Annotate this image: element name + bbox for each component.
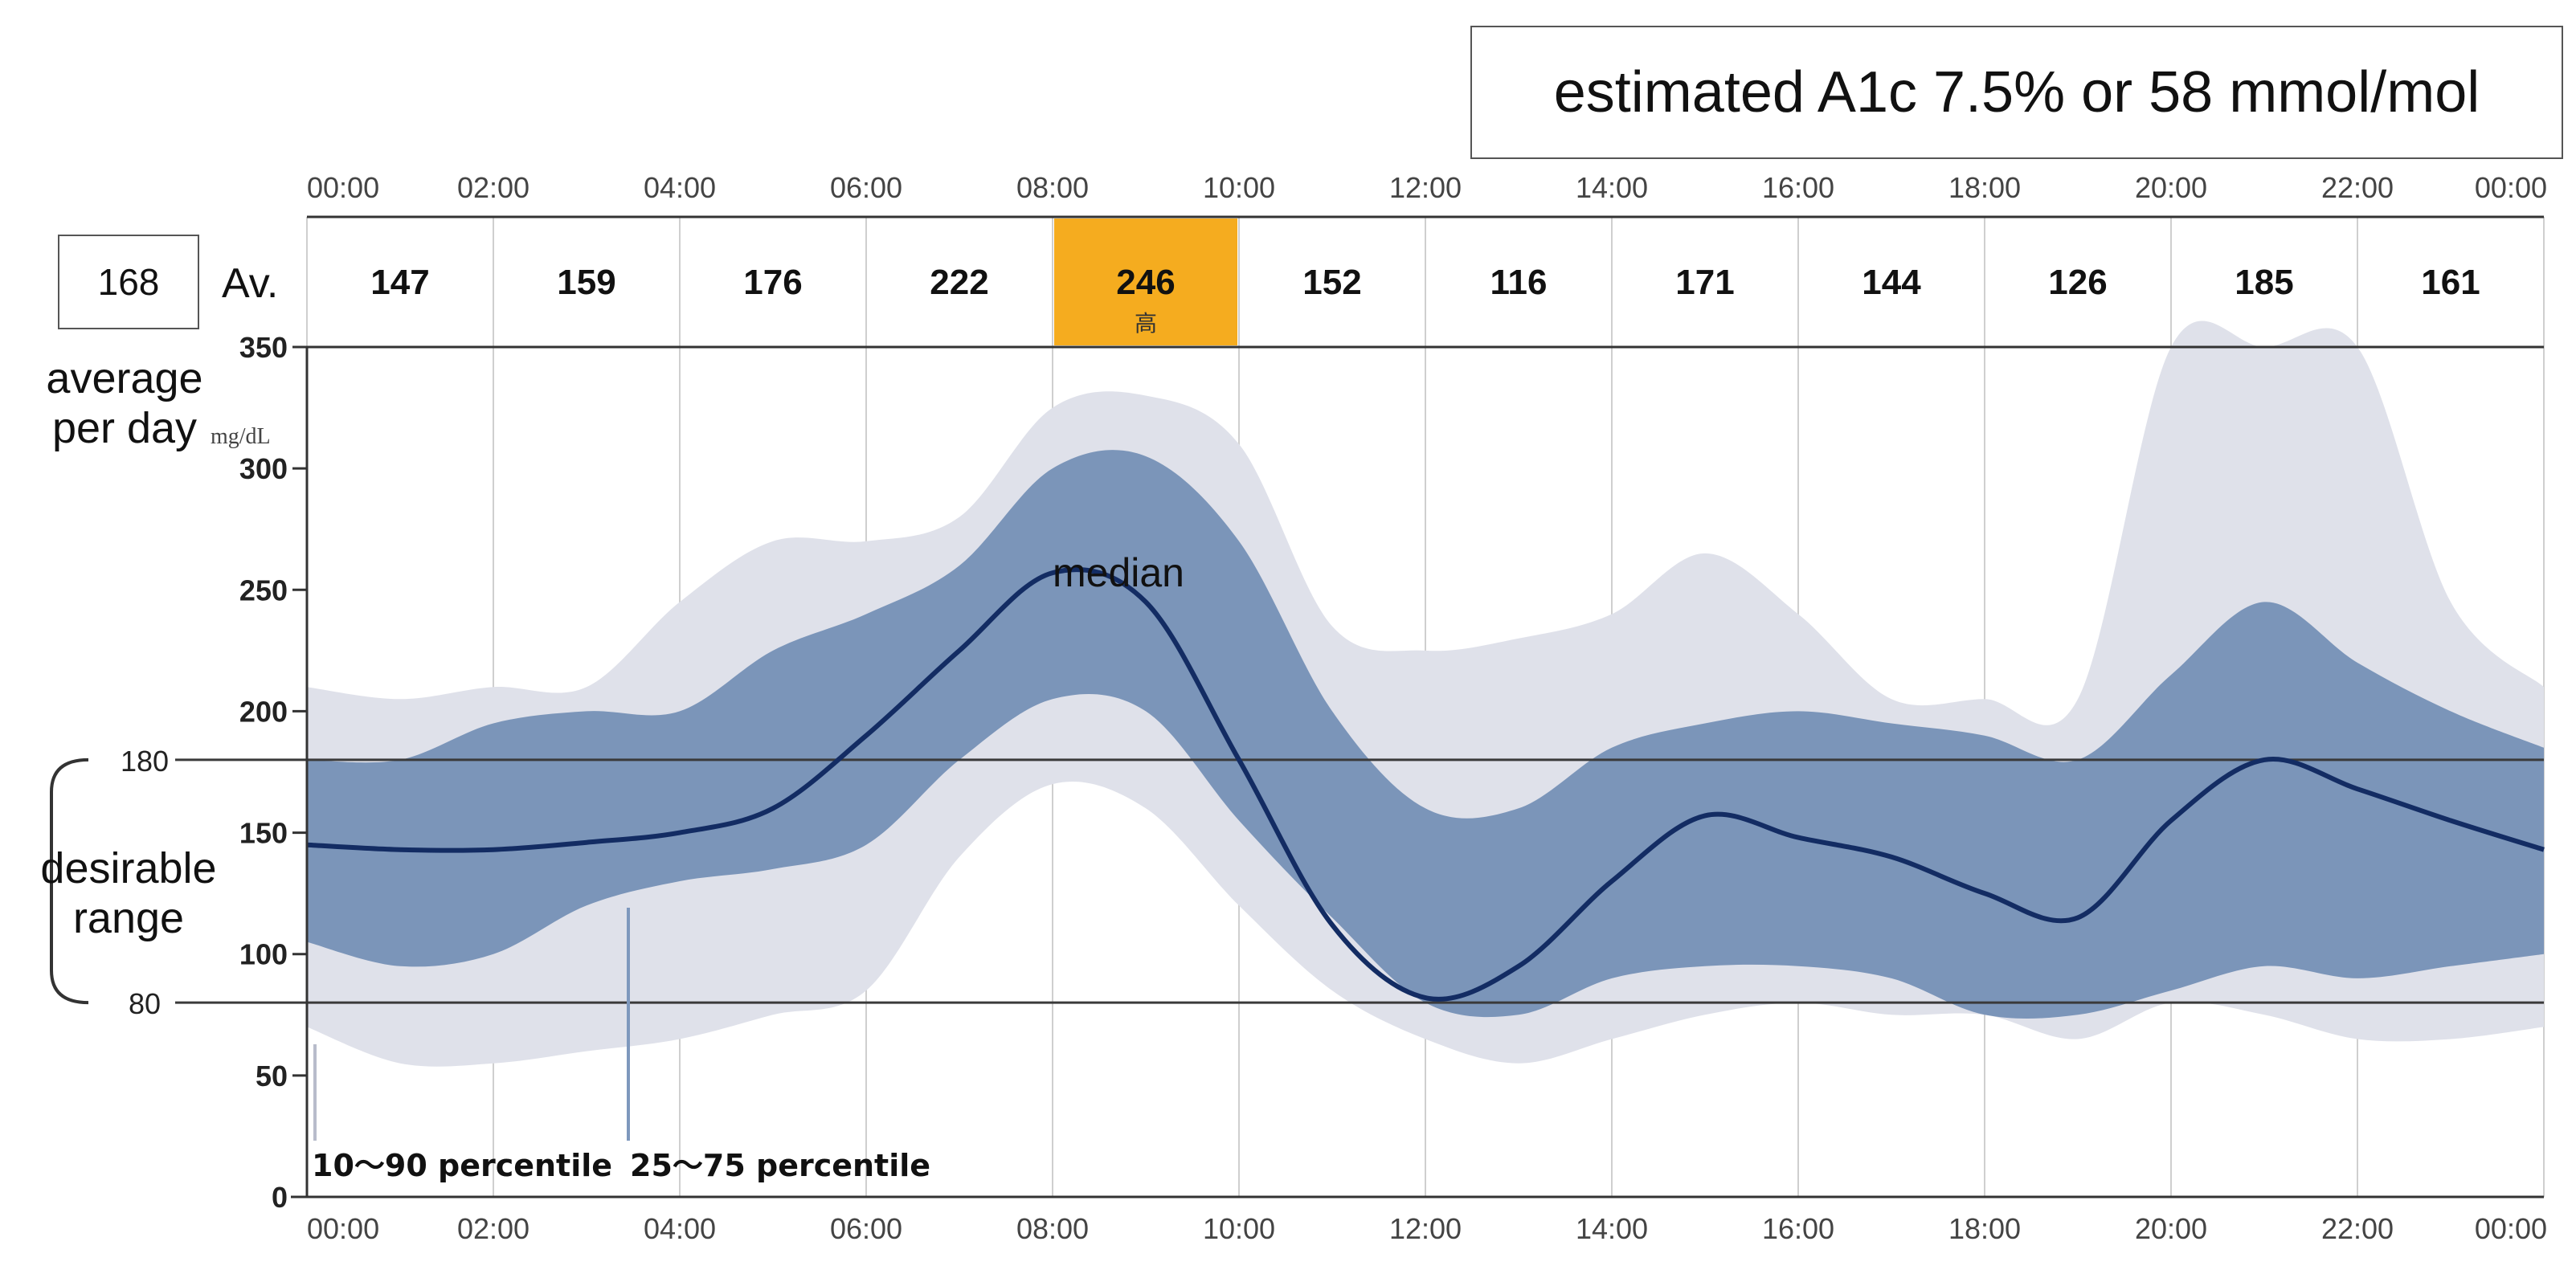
interval-average-value: 116: [1490, 263, 1548, 302]
x-tick-label-top: 18:00: [1948, 171, 2021, 204]
y-tick-label: 150: [239, 817, 288, 850]
median-series: [306, 567, 2545, 1002]
x-tick-label-bottom: 14:00: [1576, 1212, 1648, 1245]
y-tick-label: 200: [239, 695, 288, 728]
x-tick-label-top: 00:00: [307, 171, 379, 204]
target-high-label: 180: [121, 745, 169, 778]
y-tick-label: 100: [239, 938, 288, 971]
x-tick-label-top: 08:00: [1016, 171, 1089, 204]
interval-highlight: [1054, 218, 1237, 345]
interval-average-value: 147: [370, 263, 429, 302]
interval-average-value: 159: [557, 263, 615, 302]
estimated-a1c-text: estimated A1c 7.5% or 58 mmol/mol: [1553, 60, 2480, 125]
percentile-bands: [307, 321, 2544, 1067]
y-tick-label: 50: [256, 1060, 288, 1092]
x-tick-label-top: 14:00: [1576, 171, 1648, 204]
interval-average-value: 152: [1302, 263, 1361, 302]
x-tick-label-top: 12:00: [1389, 171, 1462, 204]
interval-average-value: 222: [930, 263, 988, 302]
target-low-label: 80: [129, 987, 161, 1020]
average-per-day-label: average per day: [46, 354, 203, 452]
interval-average-value: 246: [1116, 263, 1175, 302]
x-tick-label-bottom: 02:00: [457, 1212, 530, 1245]
interval-average-row: 147 159 176 222 246 高 152 116 171 144 126 185 161 Av.: [222, 215, 2544, 349]
av-label: Av.: [222, 260, 278, 307]
estimated-a1c-box: estimated A1c 7.5% or 58 mmol/mol: [1470, 26, 2563, 159]
x-tick-label-top: 00:00: [2475, 171, 2547, 204]
band-25-75-percentile: [307, 450, 2544, 1019]
x-tick-label-top: 06:00: [830, 171, 902, 204]
x-tick-label-bottom: 12:00: [1389, 1212, 1462, 1245]
interval-average-value: 126: [2048, 263, 2107, 302]
y-unit-label: mg/dL: [211, 424, 271, 449]
interval-high-note: 高: [1135, 310, 1157, 337]
y-tick-label: 350: [239, 331, 288, 364]
x-tick-label-top: 10:00: [1203, 171, 1275, 204]
x-tick-label-bottom: 06:00: [830, 1212, 902, 1245]
desirable-range-bracket: [50, 758, 89, 1005]
x-tick-label-bottom: 20:00: [2135, 1212, 2207, 1245]
x-tick-label-bottom: 00:00: [307, 1212, 379, 1245]
median-line: [306, 567, 2545, 1002]
median-label: median: [1053, 550, 1184, 595]
p25-75-label: 25〜75 percentile: [630, 1148, 930, 1183]
y-tick-label: 0: [272, 1181, 288, 1214]
annotations: median 10〜90 percentile 25〜75 percentile: [312, 550, 1184, 1183]
interval-average-value: 161: [2421, 263, 2480, 302]
x-tick-label-top: 04:00: [644, 171, 716, 204]
p10-90-label: 10〜90 percentile: [312, 1148, 612, 1183]
x-tick-label-bottom: 18:00: [1948, 1212, 2021, 1245]
desirable-range-label: desirable range: [40, 844, 217, 942]
interval-average-value: 171: [1675, 263, 1734, 302]
x-tick-label-bottom: 00:00: [2475, 1212, 2547, 1245]
x-tick-label-bottom: 22:00: [2321, 1212, 2394, 1245]
daily-average-box: 168: [58, 235, 199, 329]
daily-average-value: 168: [97, 261, 160, 303]
x-tick-label-top: 22:00: [2321, 171, 2394, 204]
x-tick-label-bottom: 08:00: [1016, 1212, 1089, 1245]
x-tick-label-bottom: 04:00: [644, 1212, 716, 1245]
interval-average-value: 176: [743, 263, 802, 302]
axes: 00:00 00:00 02:00 02:00 04:00 04:00 06:00 06:00…: [211, 171, 2547, 1245]
x-tick-label-top: 02:00: [457, 171, 530, 204]
y-tick-label: 300: [239, 452, 288, 485]
x-tick-label-bottom: 16:00: [1762, 1212, 1834, 1245]
x-tick-label-top: 20:00: [2135, 171, 2207, 204]
x-tick-label-bottom: 10:00: [1203, 1212, 1275, 1245]
interval-average-value: 185: [2235, 263, 2293, 302]
target-range-lines: 180 80: [50, 745, 2544, 1020]
y-tick-label: 250: [239, 574, 288, 606]
interval-average-value: 144: [1862, 263, 1921, 302]
x-tick-label-top: 16:00: [1762, 171, 1834, 204]
